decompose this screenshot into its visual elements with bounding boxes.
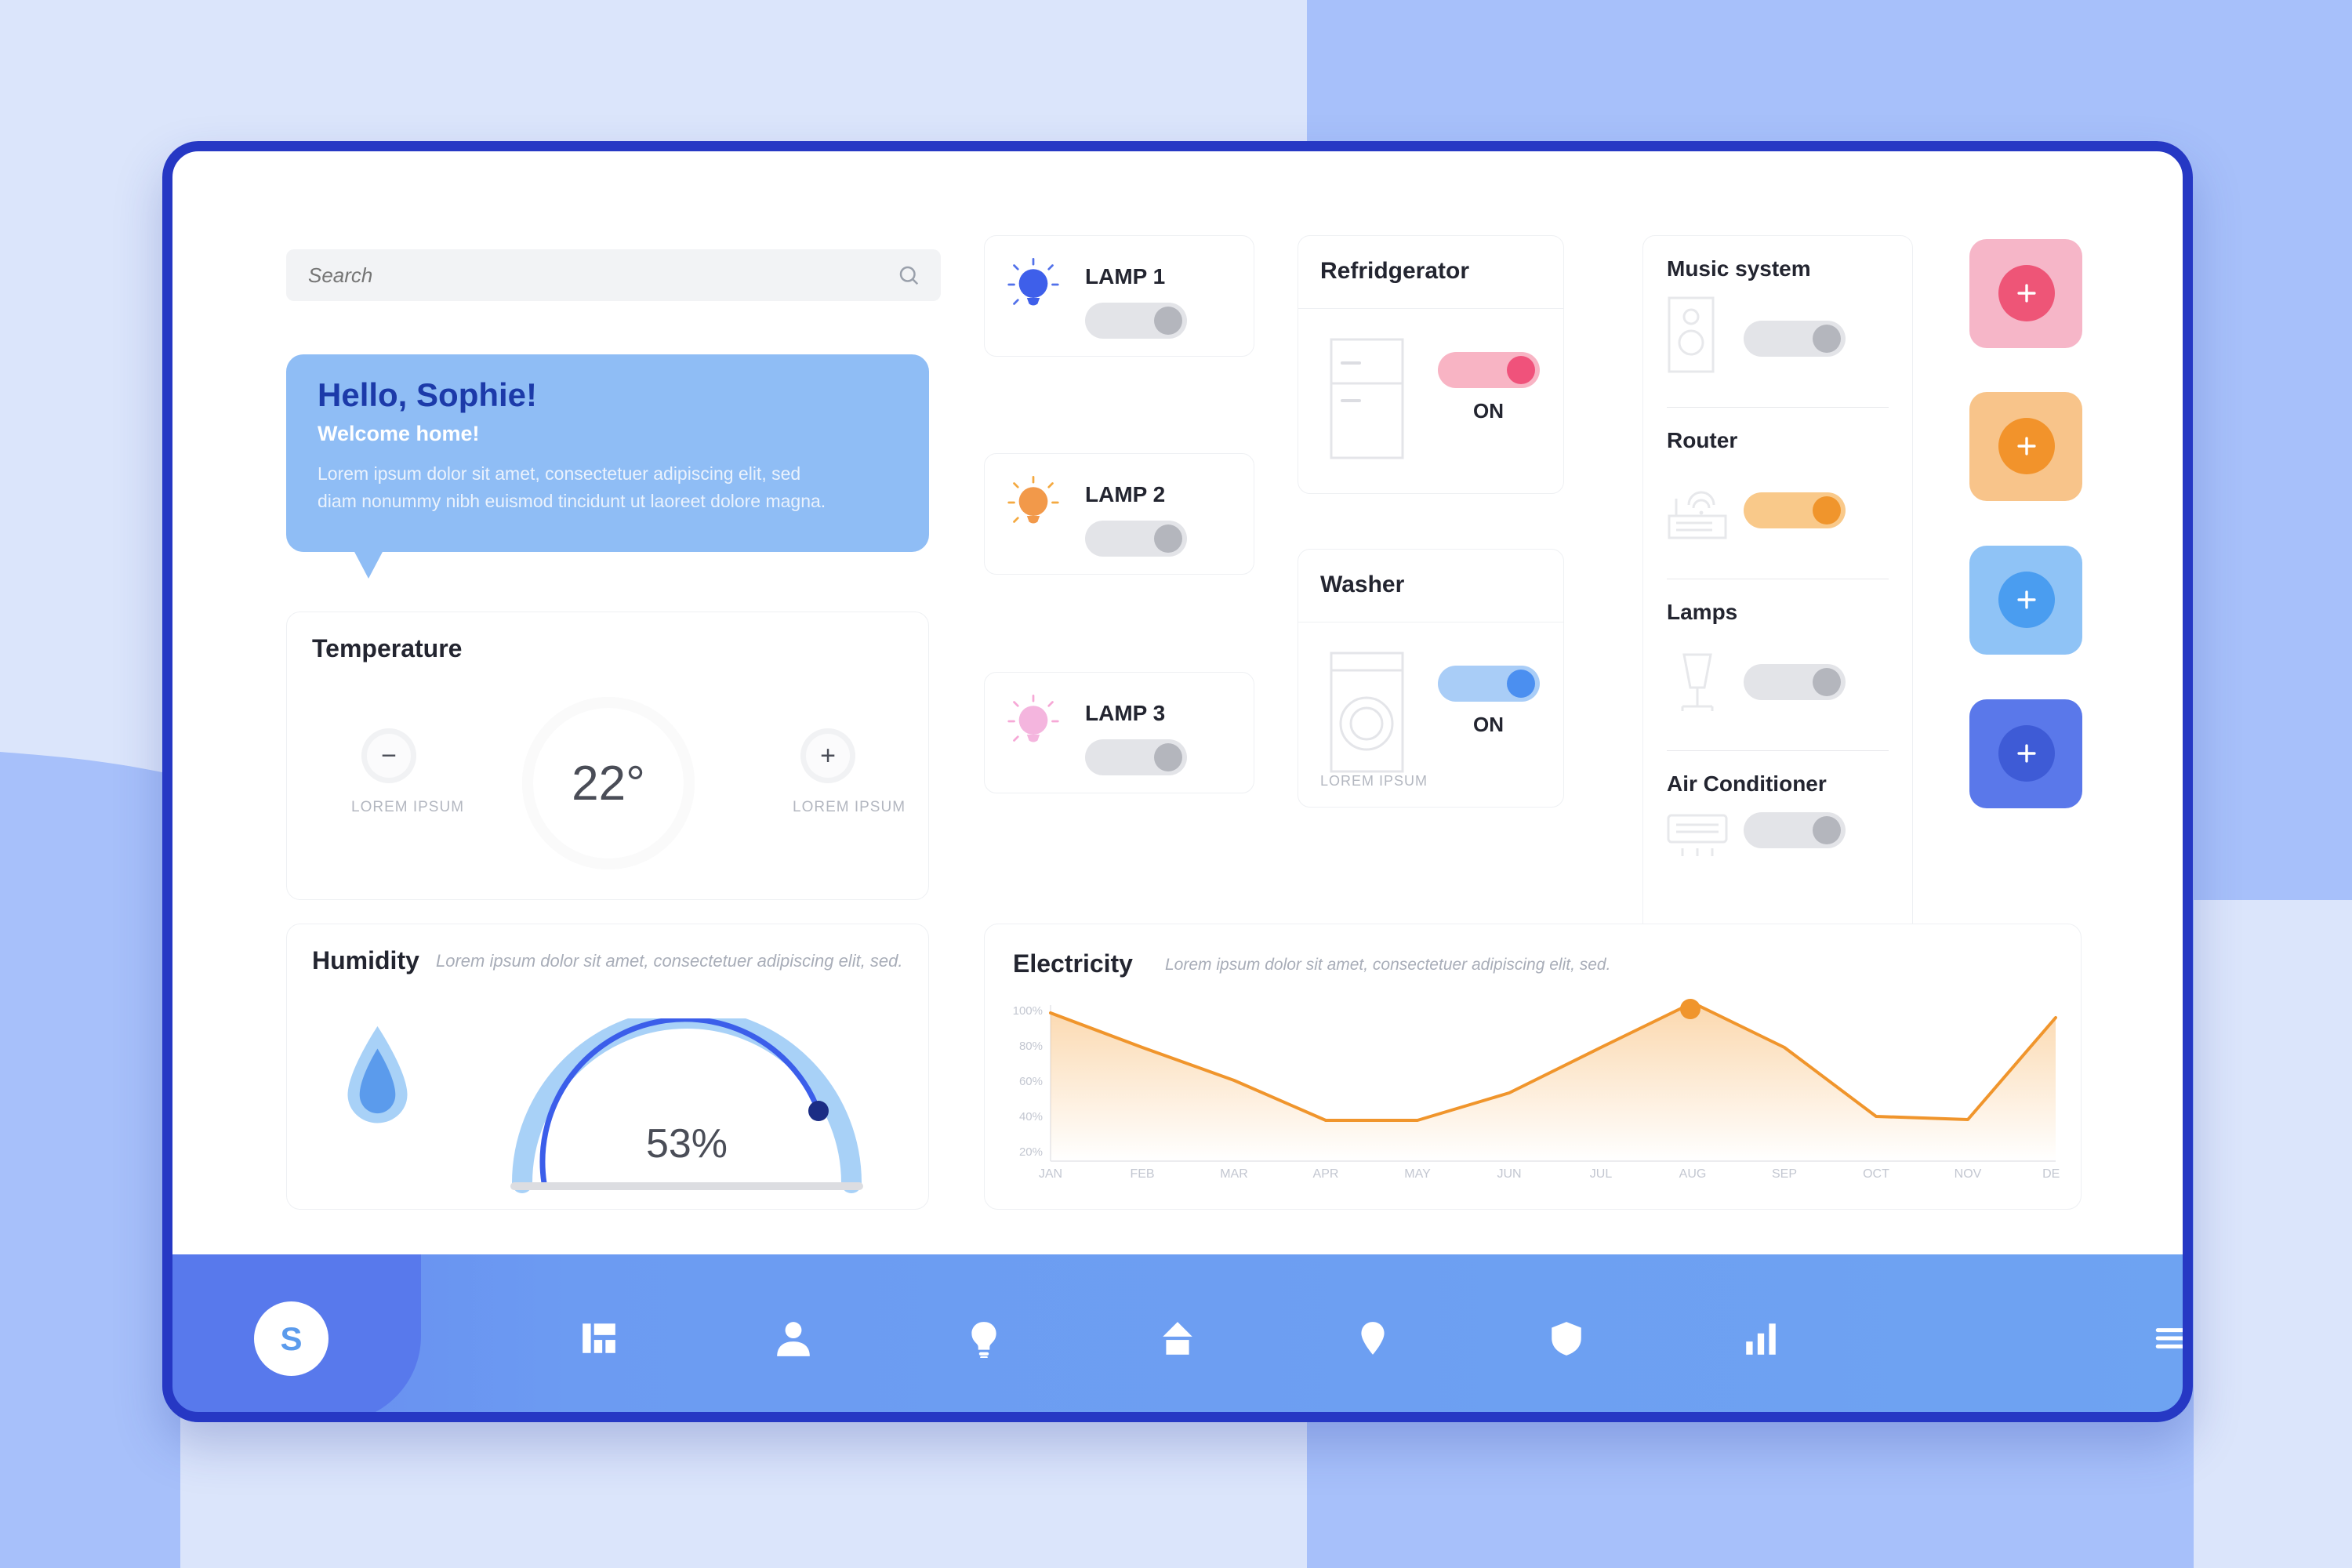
svg-text:60%: 60%	[1019, 1075, 1043, 1088]
svg-text:NOV: NOV	[1955, 1167, 1982, 1179]
svg-text:JAN: JAN	[1039, 1167, 1062, 1179]
svg-text:100%: 100%	[1013, 1004, 1043, 1018]
svg-text:20%: 20%	[1019, 1145, 1043, 1159]
svg-text:JUN: JUN	[1497, 1167, 1521, 1179]
svg-text:MAY: MAY	[1404, 1167, 1431, 1179]
svg-text:80%: 80%	[1019, 1040, 1043, 1053]
svg-text:JUL: JUL	[1590, 1167, 1613, 1179]
svg-text:DEC: DEC	[2042, 1167, 2060, 1179]
svg-text:MAR: MAR	[1220, 1167, 1248, 1179]
svg-text:40%: 40%	[1019, 1110, 1043, 1123]
svg-text:OCT: OCT	[1863, 1167, 1889, 1179]
svg-text:AUG: AUG	[1679, 1167, 1707, 1179]
svg-text:SEP: SEP	[1772, 1167, 1797, 1179]
svg-text:FEB: FEB	[1130, 1167, 1154, 1179]
svg-text:APR: APR	[1313, 1167, 1339, 1179]
